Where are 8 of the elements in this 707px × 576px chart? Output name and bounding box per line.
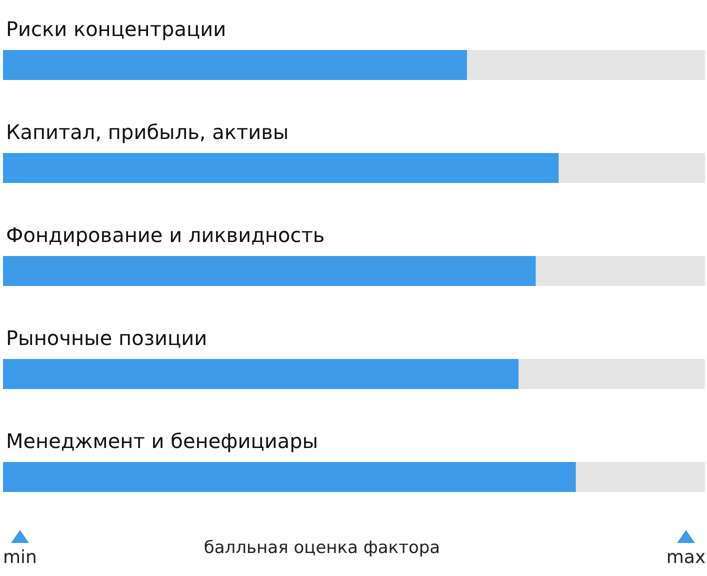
text: max: [666, 547, 706, 568]
y-tick-label: Фондирование и ликвидность: [6, 223, 325, 247]
y-tick-label: Менеджмент и бенефициары: [6, 429, 318, 453]
y-tick-label: Риски концентрации: [6, 17, 226, 41]
y-tick-label: Рыночные позиции: [6, 326, 208, 350]
x-axis-title: балльная оценка фактора: [204, 538, 440, 558]
y-tick-label: Капитал, прибыль, активы: [6, 120, 289, 144]
text: min: [3, 547, 37, 568]
